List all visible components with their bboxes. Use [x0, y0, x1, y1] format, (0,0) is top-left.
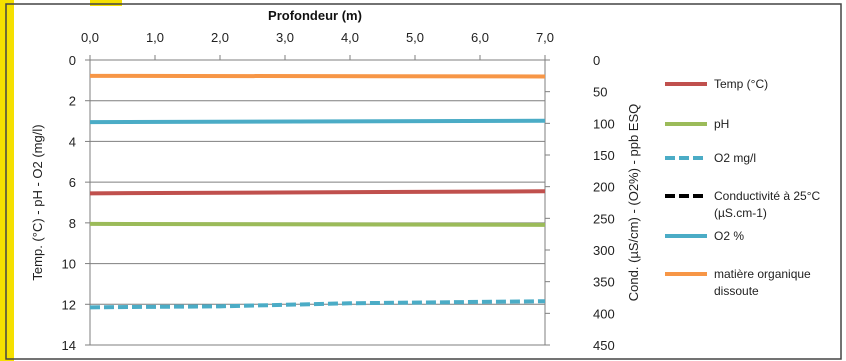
top-yellow-mark: [90, 0, 122, 6]
series-line-2: [89, 299, 546, 310]
y-tick-label: 6: [69, 175, 76, 190]
x-tick-label: 4,0: [341, 30, 359, 45]
y2-tick-label: 450: [593, 338, 615, 353]
y2-tick-label: 150: [593, 148, 615, 163]
y2-tick-label: 400: [593, 306, 615, 321]
y-tick-label: 4: [69, 134, 76, 149]
series-line-0: [89, 189, 546, 196]
chart-border: [5, 3, 842, 360]
x-tick-label: 3,0: [276, 30, 294, 45]
y2-tick-label: 100: [593, 116, 615, 131]
y-axis-title: Temp. (°C) - pH - O2 (mg/l): [30, 124, 45, 280]
left-yellow-strip: [0, 0, 14, 361]
legend-label-3: Conductivité à 25°C (µS.cm-1): [714, 189, 821, 220]
y2-tick-label: 50: [593, 85, 607, 100]
x-tick-label: 5,0: [406, 30, 424, 45]
legend: Temp (°C) pH O2 mg/l Conductivité à 25°C (µS…: [665, 77, 821, 298]
y-tick-label: 2: [69, 94, 76, 109]
series-line-1: [89, 221, 546, 227]
y-tick-label: 12: [62, 297, 76, 312]
series-lines: [89, 73, 546, 310]
legend-label-2: O2 mg/l: [714, 151, 756, 165]
y-tick-label: 14: [62, 338, 76, 353]
legend-label-1: pH: [714, 117, 729, 131]
y-tick-label: 10: [62, 257, 76, 272]
y2-tick-label: 250: [593, 211, 615, 226]
x-axis-title: Profondeur (m): [268, 8, 362, 23]
x-tick-label: 2,0: [211, 30, 229, 45]
series-line-4: [89, 118, 546, 125]
legend-label-4: O2 %: [714, 229, 744, 243]
series-line-5: [89, 73, 546, 79]
x-tick-label: 1,0: [146, 30, 164, 45]
x-tick-label: 7,0: [536, 30, 554, 45]
y-tick-label: 8: [69, 216, 76, 231]
y2-axis-title: Cond. (µS/cm) - (O2%) - ppb ESQ: [626, 104, 641, 301]
legend-label-5: matière organique dissoute: [714, 267, 811, 298]
y2-tick-label: 350: [593, 275, 615, 290]
y2-tick-label: 300: [593, 243, 615, 258]
y2-tick-label: 0: [593, 53, 600, 68]
x-tick-label: 0,0: [81, 30, 99, 45]
legend-label-0: Temp (°C): [714, 77, 768, 91]
y-tick-label: 0: [69, 53, 76, 68]
y2-tick-label: 200: [593, 180, 615, 195]
x-tick-label: 6,0: [471, 30, 489, 45]
axes: 0,0 1,0 2,0 3,0 4,0 5,0 6,0 7,0 0 2 4 6 8 10 12 14 0 50 10…: [30, 30, 641, 353]
